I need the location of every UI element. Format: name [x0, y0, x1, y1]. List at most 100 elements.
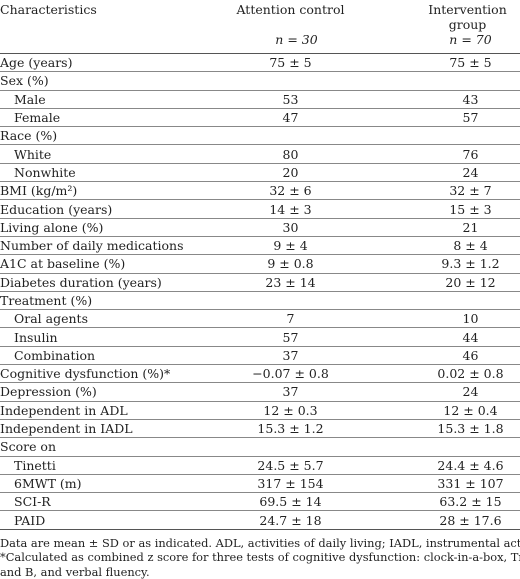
- row-label: Tinetti: [14, 457, 56, 473]
- attention-control-value: 32 ± 6: [269, 183, 312, 199]
- table-row: Tinetti 24.5 ± 5.7 24.4 ± 4.6: [0, 456, 520, 475]
- row-label: Independent in ADL: [0, 402, 128, 418]
- attention-control-value: [208, 438, 363, 456]
- attention-control-value: −0.07 ± 0.8: [252, 366, 329, 382]
- table-row: Combination 37 46: [0, 346, 520, 365]
- attention-control-value: 9 ± 4: [273, 238, 308, 254]
- header-characteristics: Characteristics: [0, 2, 97, 17]
- attention-control-value: 12 ± 0.3: [263, 402, 318, 418]
- table-row: Female 47 57: [0, 108, 520, 127]
- attention-control-value: 317 ± 154: [257, 475, 324, 491]
- attention-control-value: 53: [282, 91, 299, 107]
- table-row: Independent in IADL 15.3 ± 1.2 15.3 ± 1.8: [0, 419, 520, 438]
- attention-control-value: 30: [282, 219, 299, 235]
- attention-control-value: 37: [282, 384, 299, 400]
- header-intervention-group: Intervention group: [428, 2, 507, 32]
- attention-control-value: 75 ± 5: [269, 55, 312, 71]
- attention-control-value: 20: [282, 164, 299, 180]
- header-intervention-n: n = 70: [449, 32, 492, 47]
- table-row: Age (years) 75 ± 5 75 ± 5: [0, 54, 520, 72]
- intervention-group-value: 75 ± 5: [449, 55, 492, 71]
- table-row: 6MWT (m) 317 ± 154 331 ± 107: [0, 474, 520, 493]
- intervention-group-value: 24: [462, 384, 479, 400]
- table-row: Living alone (%) 30 21: [0, 218, 520, 237]
- row-label: A1C at baseline (%): [0, 256, 126, 272]
- intervention-group-value: 15.3 ± 1.8: [437, 421, 504, 437]
- table-row: Race (%): [0, 127, 520, 145]
- row-label: Living alone (%): [0, 219, 104, 235]
- row-label: Nonwhite: [14, 164, 76, 180]
- intervention-group-value: 46: [462, 347, 479, 363]
- attention-control-value: 69.5 ± 14: [259, 494, 322, 510]
- row-label: Number of daily medications: [0, 238, 184, 254]
- table-header: Characteristics Attention control Interv…: [0, 0, 520, 54]
- row-label: SCI-R: [14, 494, 51, 510]
- attention-control-value: 37: [282, 347, 299, 363]
- attention-control-value: 23 ± 14: [265, 274, 316, 290]
- row-label: Treatment (%): [0, 293, 93, 308]
- table-row: Independent in ADL 12 ± 0.3 12 ± 0.4: [0, 401, 520, 420]
- footnote-cognitive: *Calculated as combined z score for thre…: [0, 550, 520, 565]
- row-label: Age (years): [0, 55, 73, 71]
- attention-control-value: [208, 127, 363, 145]
- table-row: Cognitive dysfunction (%)* −0.07 ± 0.8 0.0…: [0, 365, 520, 383]
- row-label: Depression (%): [0, 384, 97, 400]
- row-label: Insulin: [14, 329, 58, 345]
- table-row: Score on: [0, 438, 520, 457]
- table-row: SCI-R 69.5 ± 14 63.2 ± 15: [0, 493, 520, 511]
- row-label: Cognitive dysfunction (%)*: [0, 366, 171, 382]
- table-row: Oral agents 7 10: [0, 310, 520, 328]
- table-row: Nonwhite 20 24: [0, 163, 520, 182]
- attention-control-value: [208, 72, 363, 90]
- attention-control-value: 9 ± 0.8: [267, 256, 314, 272]
- row-label: Race (%): [0, 128, 58, 144]
- intervention-group-value: 24: [462, 164, 479, 180]
- intervention-group-value: 57: [462, 110, 479, 126]
- intervention-group-value: 331 ± 107: [437, 475, 504, 491]
- table-row: Sex (%): [0, 72, 520, 91]
- table-footnotes: Data are mean ± SD or as indicated. ADL,…: [0, 536, 520, 579]
- intervention-group-value: 8 ± 4: [453, 238, 488, 254]
- header-blank: [0, 32, 208, 54]
- row-label: Oral agents: [14, 311, 88, 327]
- attention-control-value: 24.7 ± 18: [259, 512, 322, 528]
- intervention-group-value: [363, 291, 520, 309]
- table-row: PAID 24.7 ± 18 28 ± 17.6: [0, 511, 520, 530]
- intervention-group-value: 15 ± 3: [449, 201, 492, 217]
- characteristics-table: Characteristics Attention control Interv…: [0, 0, 520, 530]
- row-label: Combination: [14, 347, 96, 363]
- intervention-group-value: 32 ± 7: [449, 183, 492, 199]
- row-label: Sex (%): [0, 73, 49, 89]
- intervention-group-value: [363, 438, 520, 456]
- attention-control-value: 24.5 ± 5.7: [257, 457, 324, 473]
- intervention-group-value: 20 ± 12: [445, 274, 496, 290]
- row-label: PAID: [14, 512, 46, 528]
- table-row: White 80 76: [0, 145, 520, 164]
- intervention-group-value: [363, 127, 520, 145]
- intervention-group-value: 76: [462, 146, 479, 162]
- intervention-group-value: 44: [462, 329, 479, 345]
- table-row: Number of daily medications 9 ± 4 8 ± 4: [0, 236, 520, 255]
- intervention-group-value: 28 ± 17.6: [439, 512, 502, 528]
- row-label: White: [14, 146, 52, 162]
- table-row: Male 53 43: [0, 90, 520, 109]
- intervention-group-value: 9.3 ± 1.2: [441, 256, 500, 272]
- intervention-group-value: 21: [462, 219, 479, 235]
- intervention-group-value: 10: [462, 311, 479, 327]
- attention-control-value: 80: [282, 146, 299, 162]
- table-row: Insulin 57 44: [0, 328, 520, 347]
- attention-control-value: [208, 291, 363, 309]
- row-label: BMI (kg/m²): [0, 183, 78, 199]
- intervention-group-value: 63.2 ± 15: [439, 494, 502, 510]
- attention-control-value: 15.3 ± 1.2: [257, 421, 324, 437]
- attention-control-value: 57: [282, 329, 299, 345]
- row-label: Score on: [0, 439, 57, 455]
- row-label: Female: [14, 110, 61, 126]
- row-label: Independent in IADL: [0, 421, 133, 437]
- attention-control-value: 14 ± 3: [269, 201, 312, 217]
- intervention-group-value: 0.02 ± 0.8: [437, 366, 504, 382]
- attention-control-value: 47: [282, 110, 299, 126]
- table-row: Depression (%) 37 24: [0, 383, 520, 402]
- table-row: BMI (kg/m²) 32 ± 6 32 ± 7: [0, 182, 520, 200]
